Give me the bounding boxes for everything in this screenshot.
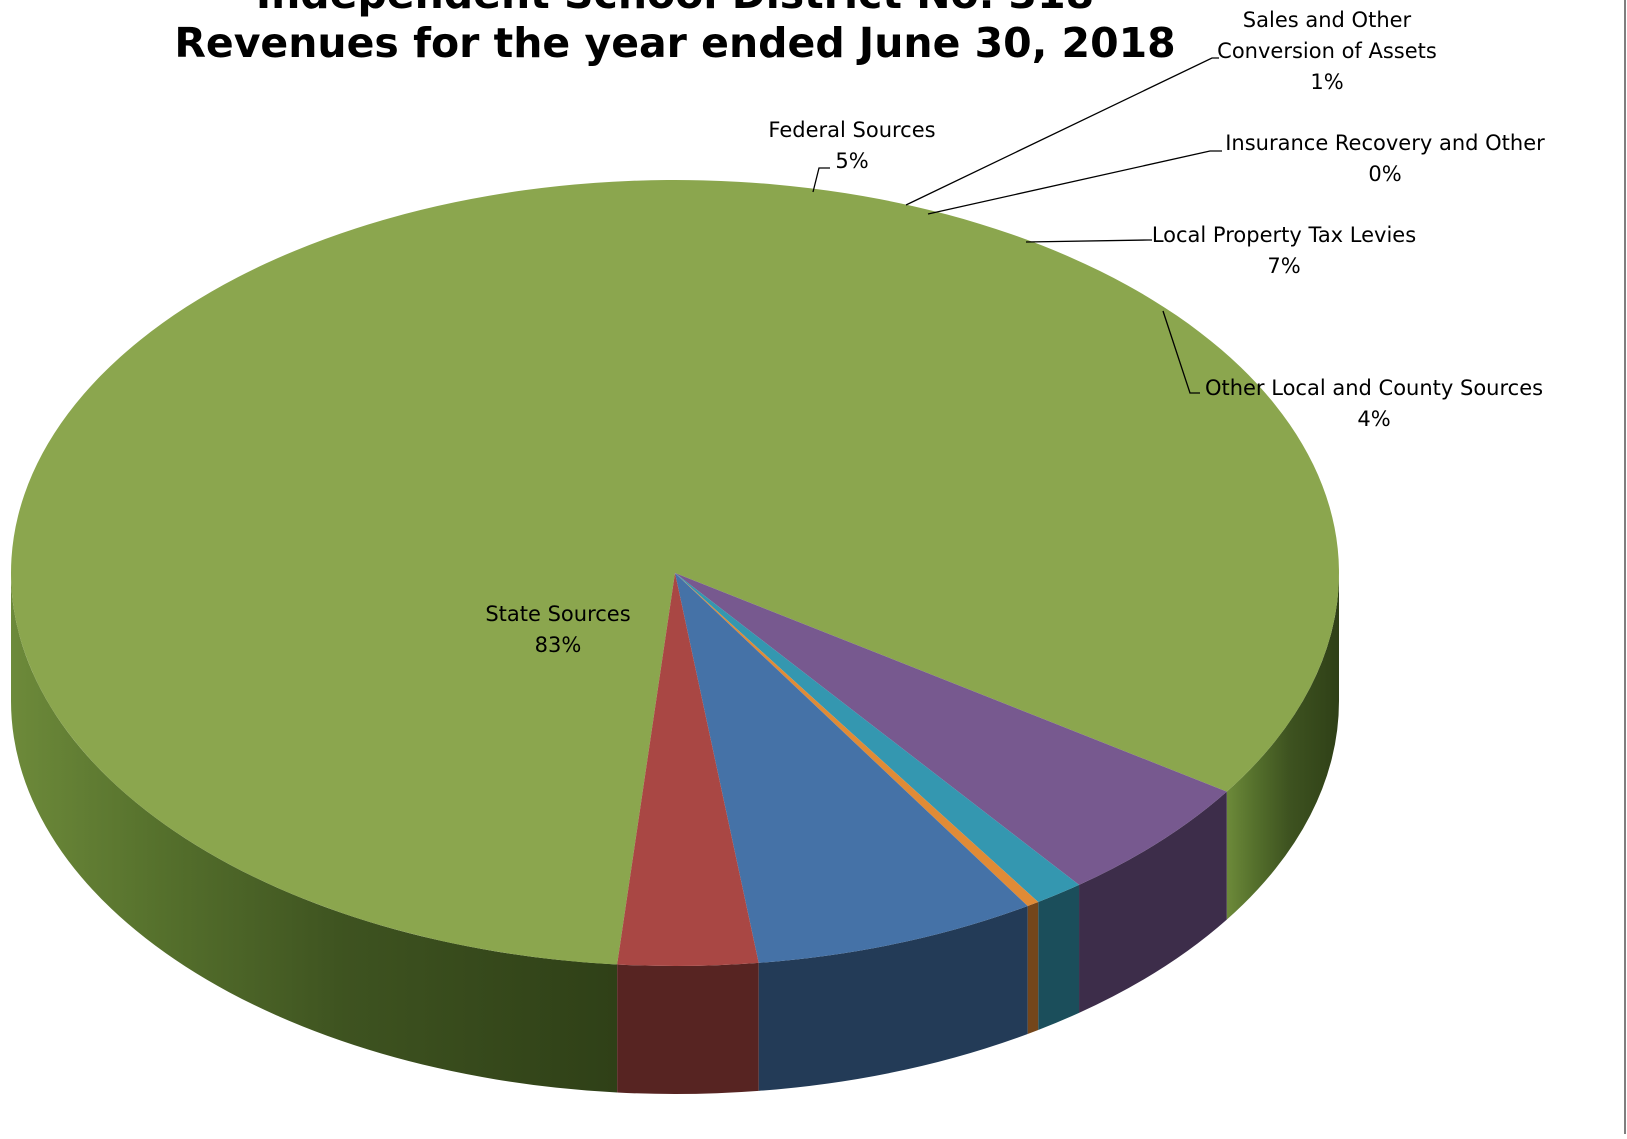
data-label-pct-5: 4% (1357, 407, 1390, 431)
data-label-name-2: Conversion of Assets (1217, 39, 1437, 63)
leader-line-2 (905, 57, 1219, 206)
data-label-pct-4: 7% (1267, 254, 1300, 278)
data-label-pct-3: 0% (1368, 162, 1401, 186)
data-labels: State Sources 83% Federal Sources 5% Sales a… (485, 8, 1545, 657)
slice-side-2 (1038, 884, 1080, 1030)
pie-slice-0 (11, 180, 1340, 965)
data-label-pct-2: 1% (1310, 70, 1343, 94)
data-label-name-2: Sales and Other (1243, 8, 1412, 32)
leader-line-4 (1025, 239, 1152, 243)
slice-side-1 (1079, 791, 1227, 1013)
chart-title-line-2: Revenues for the year ended June 30, 201… (174, 19, 1175, 67)
pie-slice-1 (675, 573, 1227, 885)
data-label-name-4: Local Property Tax Levies (1152, 223, 1416, 247)
pie-slice-5 (617, 573, 759, 966)
chart-title-line-1: Independent School District No. 318 (256, 0, 1094, 18)
data-label-name-1: Federal Sources (768, 118, 935, 142)
leader-line-5 (1162, 310, 1200, 394)
slice-side-5 (617, 962, 759, 1094)
leader-line-1 (812, 167, 830, 193)
chart-frame-right (1624, 0, 1626, 1134)
chart-title: Independent School District No. 318 Reve… (174, 0, 1175, 67)
data-label-name-0: State Sources (485, 602, 630, 626)
data-label-name-5: Other Local and County Sources (1205, 376, 1543, 400)
slice-side-0 (1226, 573, 1339, 920)
data-label-name-3: Insurance Recovery and Other (1225, 131, 1545, 155)
slice-side-3 (1027, 901, 1039, 1034)
data-label-pct-1: 5% (835, 149, 868, 173)
pie-slice-2 (675, 573, 1080, 902)
slice-side-4 (758, 905, 1028, 1091)
leader-line-3 (927, 150, 1222, 215)
pie-top-layer (11, 180, 1340, 966)
leader-lines (812, 57, 1222, 394)
data-label-pct-0: 83% (535, 633, 582, 657)
pie-side-layer (11, 573, 1339, 1094)
pie-slice-3 (675, 573, 1039, 906)
slice-side-0 (11, 573, 618, 1093)
pie-slice-4 (675, 573, 1028, 963)
